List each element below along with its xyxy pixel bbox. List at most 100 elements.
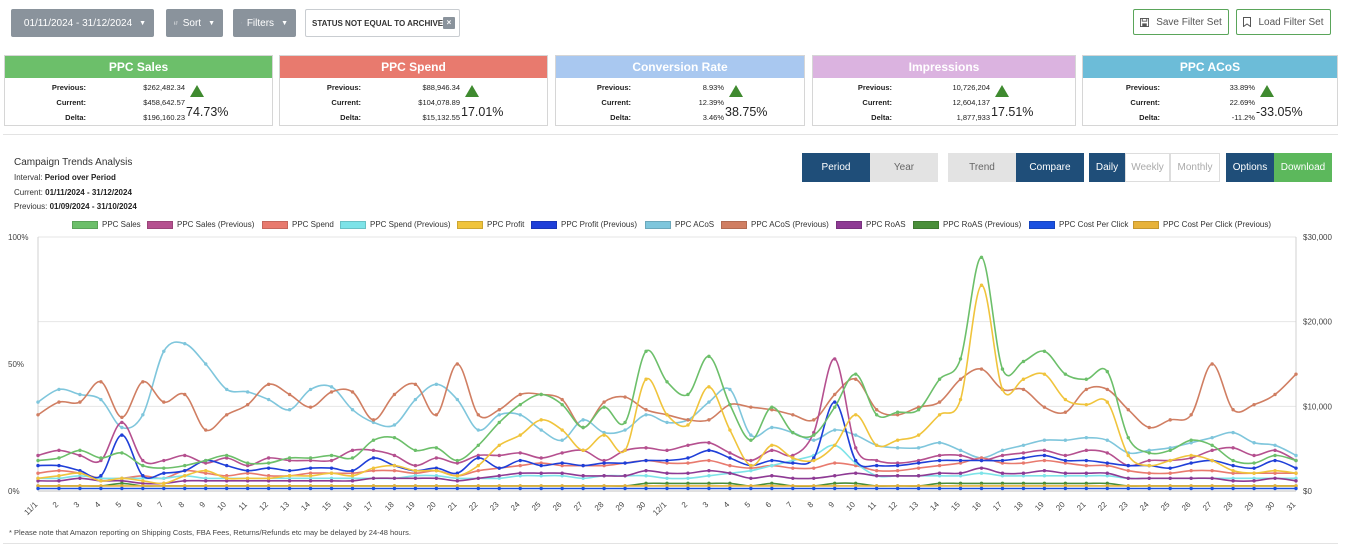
x-axis-tick: 2	[680, 500, 690, 510]
data-point	[1231, 468, 1235, 473]
x-axis-tick: 13	[278, 500, 291, 513]
data-point	[1252, 471, 1256, 475]
data-point	[518, 413, 522, 417]
data-point	[979, 481, 984, 486]
data-point	[266, 466, 271, 470]
data-point	[728, 471, 732, 475]
legend-item[interactable]: PPC ACoS	[645, 219, 714, 230]
legend-swatch	[1133, 220, 1159, 229]
data-point	[350, 474, 355, 478]
data-point	[895, 474, 900, 478]
legend-item[interactable]: PPC ACoS (Previous)	[721, 219, 829, 230]
x-axis-tick: 11/1	[22, 500, 39, 517]
data-point	[833, 405, 837, 409]
legend-item[interactable]: PPC Profit	[457, 219, 524, 230]
kpi-delta-value: $196,160.23	[143, 113, 185, 122]
date-range-button[interactable]: 01/11/2024 - 31/12/2024 ▼	[11, 9, 154, 37]
x-axis-tick: 30	[635, 500, 648, 513]
year-button[interactable]: Year	[870, 153, 938, 182]
data-point	[1063, 372, 1068, 376]
data-point	[854, 486, 858, 491]
legend-item[interactable]: PPC Cost Per Click	[1029, 219, 1128, 230]
data-point	[854, 377, 858, 381]
data-point	[141, 458, 145, 463]
data-point	[57, 479, 61, 483]
legend-item[interactable]: PPC Sales	[72, 219, 141, 230]
data-point	[707, 458, 711, 463]
data-point	[183, 453, 187, 458]
legend-item[interactable]: PPC Spend	[262, 219, 334, 230]
data-point	[749, 458, 753, 463]
data-point	[812, 418, 816, 422]
data-point	[1063, 453, 1068, 458]
data-point	[1231, 484, 1235, 488]
compare-button[interactable]: Compare	[1016, 153, 1084, 182]
data-point	[833, 443, 837, 447]
data-point	[497, 443, 501, 447]
kpi-delta-value: 1,877,933	[956, 113, 990, 122]
kpi-title: Conversion Rate	[556, 56, 804, 78]
kpi-delta-label: Delta:	[65, 113, 86, 122]
kpi-delta-value: 3.46%	[702, 113, 724, 122]
weekly-button[interactable]: Weekly	[1125, 153, 1170, 182]
data-point	[958, 474, 963, 478]
period-button[interactable]: Period	[802, 153, 870, 182]
data-point	[812, 430, 816, 435]
data-point	[455, 474, 460, 478]
data-point	[602, 461, 606, 465]
daily-button[interactable]: Daily	[1089, 153, 1125, 182]
x-axis-tick: 29	[614, 500, 627, 513]
x-axis-tick: 18	[383, 500, 396, 513]
data-point	[476, 484, 480, 488]
x-axis-tick: 11	[237, 500, 250, 513]
data-point	[916, 466, 921, 470]
legend-item[interactable]: PPC RoAS (Previous)	[913, 219, 1021, 230]
kpi-current-label: Current:	[1130, 98, 1160, 107]
data-point	[833, 486, 837, 491]
data-point	[204, 468, 208, 473]
legend-item[interactable]: PPC RoAS	[836, 219, 906, 230]
data-point	[455, 471, 460, 475]
data-point	[602, 433, 606, 437]
data-point	[560, 463, 564, 468]
data-point	[958, 461, 963, 465]
data-point	[707, 400, 711, 404]
data-point	[1000, 458, 1005, 463]
data-point	[665, 484, 669, 488]
data-point	[791, 466, 795, 470]
legend-item[interactable]: PPC Cost Per Click (Previous)	[1133, 219, 1271, 230]
x-axis-tick: 9	[827, 500, 837, 510]
close-icon[interactable]: ×	[443, 17, 455, 29]
options-button[interactable]: Options	[1226, 153, 1274, 182]
data-point	[36, 476, 40, 480]
trend-up-icon	[995, 85, 1009, 97]
legend-item[interactable]: PPC Sales (Previous)	[147, 219, 254, 230]
trend-button[interactable]: Trend	[948, 153, 1016, 182]
data-point	[371, 486, 376, 491]
data-point	[455, 458, 460, 463]
data-point	[434, 468, 439, 473]
legend-item[interactable]: PPC Spend (Previous)	[340, 219, 450, 230]
data-point	[770, 481, 774, 486]
data-point	[958, 357, 963, 361]
filters-button[interactable]: Filters ▼	[233, 9, 296, 37]
data-point	[1042, 468, 1047, 473]
left-axis-tick: 100%	[8, 233, 28, 242]
sort-button[interactable]: Sort ▼	[166, 9, 223, 37]
data-point	[392, 476, 397, 480]
save-filter-set-button[interactable]: Save Filter Set	[1133, 9, 1229, 35]
monthly-button[interactable]: Monthly	[1170, 153, 1220, 182]
download-button[interactable]: Download	[1274, 153, 1332, 182]
data-point	[287, 392, 292, 397]
data-point	[916, 458, 921, 463]
x-axis-tick: 25	[1159, 500, 1172, 513]
load-filter-set-button[interactable]: Load Filter Set	[1236, 9, 1331, 35]
data-point	[623, 448, 627, 453]
filters-label: Filters	[246, 17, 275, 29]
kpi-current-label: Current:	[601, 98, 631, 107]
data-point	[749, 486, 753, 491]
legend-item[interactable]: PPC Profit (Previous)	[531, 219, 637, 230]
kpi-previous-value: 8.93%	[702, 83, 724, 92]
data-point	[665, 420, 669, 425]
data-point	[686, 456, 690, 460]
